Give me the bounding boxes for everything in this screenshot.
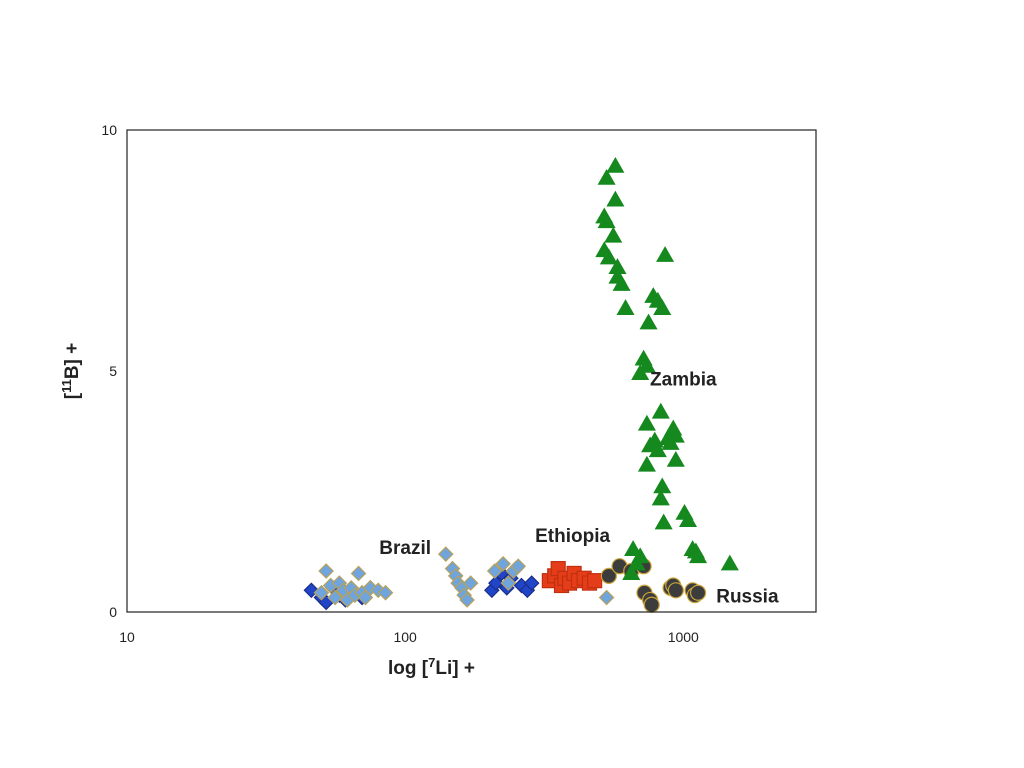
y-axis-title-suffix: B] + bbox=[62, 343, 83, 379]
diamond-point bbox=[523, 575, 540, 591]
x-axis-title-superscript: 7 bbox=[428, 655, 435, 670]
diamond-point bbox=[510, 558, 527, 575]
diamond-point bbox=[500, 575, 517, 591]
circle-point bbox=[667, 582, 684, 599]
x-tick-label: 1000 bbox=[668, 629, 699, 645]
annotations: Brazil Ethiopia Zambia Russia bbox=[379, 369, 779, 607]
diamond-point bbox=[598, 589, 615, 606]
y-axis-title-prefix: [ bbox=[62, 392, 83, 399]
diamond-point bbox=[488, 575, 504, 591]
triangle-point bbox=[661, 434, 680, 450]
triangle-point bbox=[624, 540, 643, 556]
annotation-label: Zambia bbox=[650, 369, 717, 390]
diamond-point bbox=[327, 589, 343, 606]
x-tick-label: 100 bbox=[393, 629, 417, 645]
diamond-point bbox=[462, 575, 479, 591]
triangle-point bbox=[678, 511, 698, 528]
data-points bbox=[303, 156, 739, 613]
triangle-point bbox=[653, 299, 672, 315]
diamond-point bbox=[313, 584, 330, 601]
y-axis-title-superscript: 11 bbox=[59, 379, 74, 393]
triangle-point bbox=[654, 513, 673, 530]
triangle-point bbox=[651, 489, 670, 506]
triangle-point bbox=[616, 299, 635, 315]
triangle-point bbox=[689, 547, 708, 564]
diamond-point bbox=[377, 584, 394, 601]
triangle-point bbox=[606, 190, 625, 207]
triangle-point bbox=[604, 226, 623, 243]
triangle-point bbox=[637, 356, 656, 373]
x-axis-title: log [7Li] + bbox=[388, 655, 475, 679]
diamond-point bbox=[350, 565, 367, 582]
circle-point bbox=[689, 584, 707, 601]
triangle-point bbox=[637, 455, 656, 472]
annotation-label: Brazil bbox=[379, 538, 431, 559]
triangle-point bbox=[639, 313, 658, 330]
annotation-label: Ethiopia bbox=[535, 526, 610, 547]
x-axis-title-suffix: Li] + bbox=[435, 658, 475, 679]
triangle-point bbox=[627, 554, 646, 571]
y-tick-label: 0 bbox=[109, 604, 117, 620]
diamond-point bbox=[318, 563, 335, 579]
triangle-point bbox=[599, 248, 618, 265]
y-tick-label: 5 bbox=[109, 363, 117, 379]
square-point bbox=[587, 573, 603, 589]
plot-area-frame bbox=[126, 129, 817, 613]
circle-point bbox=[643, 596, 660, 613]
triangle-point bbox=[656, 246, 675, 262]
circle-point bbox=[600, 567, 617, 584]
diamond-point bbox=[495, 555, 511, 572]
diamond-point bbox=[459, 592, 475, 608]
y-tick-label: 10 bbox=[101, 122, 117, 138]
triangle-point bbox=[637, 414, 656, 431]
x-tick-label: 10 bbox=[119, 629, 135, 645]
triangle-point bbox=[666, 450, 685, 467]
diamond-point bbox=[486, 563, 503, 579]
triangle-point bbox=[606, 156, 625, 173]
x-axis-title-prefix: log [ bbox=[388, 658, 429, 679]
triangle-point bbox=[631, 364, 650, 381]
triangle-point bbox=[622, 564, 641, 581]
triangle-point bbox=[597, 212, 616, 229]
triangle-point bbox=[651, 402, 670, 419]
annotation-label: Russia bbox=[716, 586, 779, 607]
triangle-point bbox=[720, 554, 739, 571]
triangle-point bbox=[597, 168, 616, 185]
axis-ticks: 10 100 1000 0 5 10 bbox=[101, 122, 699, 645]
triangle-point bbox=[612, 275, 631, 291]
diamond-point bbox=[437, 546, 454, 563]
y-axis-title: [11B] + bbox=[59, 343, 83, 400]
